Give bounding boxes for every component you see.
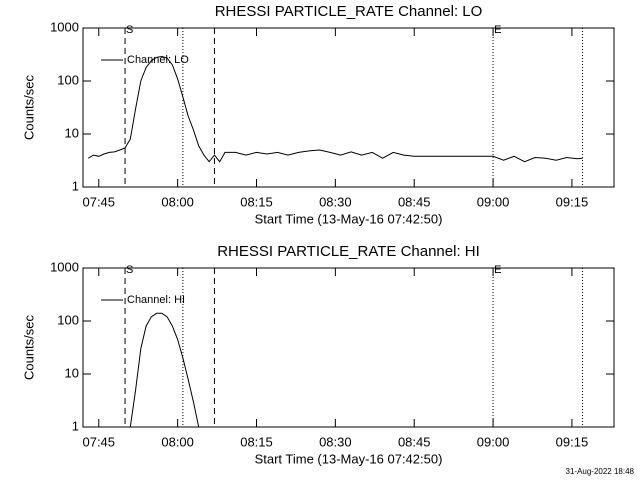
x-tick-label: 07:45 [82,194,115,209]
y-tick-label: 1 [72,418,79,433]
x-tick-label: 07:45 [82,434,115,449]
y-axis-label: Counts/sec [21,74,36,140]
y-tick-label: 10 [65,365,79,380]
footer: 31-Aug-2022 18:48 [566,467,635,476]
x-axis-label: Start Time (13-May-16 07:42:50) [255,451,443,466]
time-marker-label: S [126,24,133,36]
y-tick-label: 100 [57,312,79,327]
y-tick-label: 1000 [50,259,79,274]
time-marker-label: E [494,264,501,276]
chart-title: RHESSI PARTICLE_RATE Channel: HI [217,243,480,260]
x-tick-label: 08:45 [398,194,431,209]
time-marker-label: S [126,264,133,276]
x-tick-label: 09:15 [556,434,589,449]
y-axis-label: Counts/sec [21,314,36,380]
legend-label: Channel: LO [127,54,189,66]
x-tick-label: 09:00 [477,434,510,449]
x-tick-label: 09:15 [556,194,589,209]
chart-title: RHESSI PARTICLE_RATE Channel: LO [215,3,483,20]
data-line [88,55,583,163]
x-tick-label: 08:15 [240,194,273,209]
x-tick-label: 08:45 [398,434,431,449]
x-tick-label: 08:30 [319,194,352,209]
y-tick-label: 1000 [50,19,79,34]
plot-frame [82,27,615,188]
plot-frame [82,267,615,428]
x-axis-label: Start Time (13-May-16 07:42:50) [255,211,443,226]
x-tick-label: 08:00 [161,434,194,449]
x-tick-label: 08:00 [161,194,194,209]
x-tick-label: 08:30 [319,434,352,449]
y-tick-label: 100 [57,72,79,87]
legend-label: Channel: HI [127,294,185,306]
x-tick-label: 09:00 [477,194,510,209]
y-tick-label: 1 [72,178,79,193]
x-tick-label: 08:15 [240,434,273,449]
y-tick-label: 10 [65,125,79,140]
data-line [129,312,200,428]
time-marker-label: E [494,24,501,36]
